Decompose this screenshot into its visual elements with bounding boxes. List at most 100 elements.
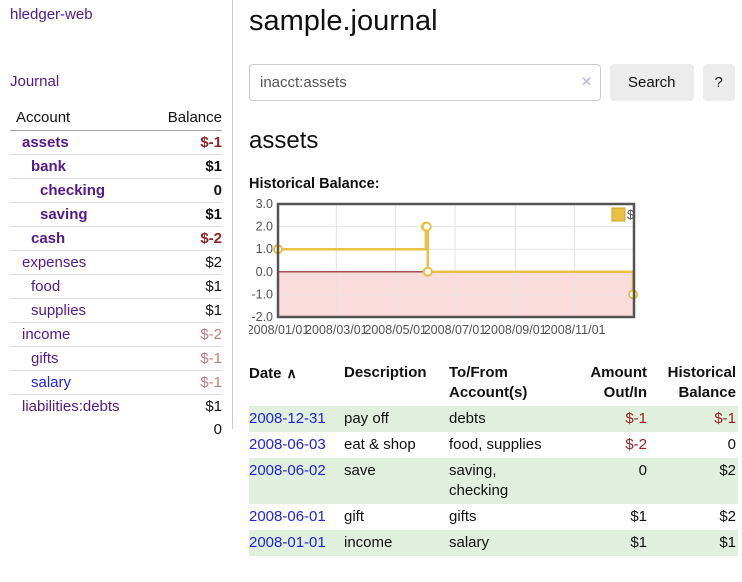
account-balance: $-2 [151,322,222,347]
transaction-date-link[interactable]: 2008-01-01 [249,534,326,551]
register-balance-cell: $2 [719,508,736,525]
legend-swatch [611,207,626,222]
account-name-cell: income [10,322,152,347]
register-accounts-cell: saving, checking [449,462,509,499]
account-balance: $-1 [151,370,222,395]
register-description-cell: pay off [344,410,389,427]
sidebar-account-link-bank[interactable]: bank [31,157,67,175]
y-axis-tick-label: 0.0 [256,265,273,279]
page: hledger-web Journal Account Balance asse… [0,0,742,556]
register-date-cell: 2008-06-02 [249,458,344,504]
clear-search-icon[interactable]: ✕ [581,74,592,89]
accounts-total-spacer [10,418,152,441]
y-axis-tick-label: -2.0 [251,310,273,324]
register-amount-cell: $1 [630,534,647,551]
sidebar-account-link-liabilities-debts[interactable]: liabilities:debts [22,397,120,415]
account-balance: $1 [151,298,222,323]
register-accounts-cell: food, supplies [449,436,542,453]
register-amount-cell: $1 [630,508,647,525]
historical-balance-chart: 3.0 2.0 1.0 0.0 -1.0 -2.02008/01/012008/03/01… [249,199,639,337]
account-balance: $1 [151,274,222,299]
account-row: bank $1 [10,154,222,179]
register-row: 2008-01-01 income salary $1 $1 [249,530,738,556]
y-axis-tick-label: -1.0 [251,287,273,301]
account-row: salary $-1 [10,370,222,395]
accounts-header-balance: Balance [151,106,222,131]
register-row: 2008-06-01 gift gifts $1 $2 [249,504,738,530]
register-header-amount: Amount Out/In [590,364,647,401]
transaction-date-link[interactable]: 2008-06-03 [249,436,326,453]
account-name-cell: salary [10,370,152,395]
accounts-header-account: Account [10,106,152,131]
accounts-total-row: 0 [10,418,222,441]
transaction-date-link[interactable]: 2008-06-01 [249,508,326,525]
sidebar-account-link-expenses[interactable]: expenses [22,253,87,271]
account-row: saving $1 [10,202,222,227]
account-balance: $-1 [151,346,222,371]
register-balance-cell: $-1 [714,410,736,427]
register-accounts-cell: gifts [449,508,477,525]
search-button[interactable]: Search [610,64,694,101]
register-description-cell: gift [344,508,365,525]
register-amount-cell: $-1 [625,410,647,427]
data-point-marker [422,266,433,277]
account-balance: $-1 [200,133,222,151]
x-axis-tick-label: 2008/03/01 [305,323,368,337]
search-input[interactable] [249,64,601,101]
sidebar-account-link-saving[interactable]: saving [40,205,88,223]
sidebar-account-link-food[interactable]: food [31,277,61,295]
register-amount-cell: 0 [638,462,647,479]
register-table: Date ∧ Description To/From Account(s) Amo… [249,360,738,556]
account-balance: $1 [151,394,222,418]
register-header-accounts: To/From Account(s) [449,364,528,401]
page-title: sample.journal [249,5,438,37]
app-title-link[interactable]: hledger-web [10,6,93,23]
account-row: expenses $2 [10,250,222,275]
x-axis-tick-label: 2008/01/01 [249,323,309,337]
account-row: liabilities:debts $1 [10,394,222,418]
sidebar-item-journal[interactable]: Journal [10,73,60,90]
account-balance: $1 [151,154,222,179]
account-balance: $-2 [151,226,222,251]
register-balance-cell: $1 [719,534,736,551]
main-content: sample.journal ✕ Search ? assets Histori… [233,0,742,556]
plot-border [276,202,636,319]
register-date-cell: 2008-12-31 [249,406,344,432]
transaction-date-link[interactable]: 2008-12-31 [249,410,326,427]
account-name-cell: assets [10,131,152,155]
y-axis-tick-label: 1.0 [256,242,273,256]
register-header-row: Date ∧ Description To/From Account(s) Amo… [249,360,738,406]
account-row: cash $-2 [10,226,222,251]
register-date-cell: 2008-01-01 [249,530,344,556]
account-name-cell: bank [10,154,152,179]
sidebar: hledger-web Journal Account Balance asse… [0,0,233,438]
sidebar-account-link-checking[interactable]: checking [40,181,106,199]
account-row: checking 0 [10,178,222,203]
sidebar-account-link-gifts[interactable]: gifts [31,349,59,367]
sidebar-account-link-supplies[interactable]: supplies [31,301,87,319]
account-row: food $1 [10,274,222,299]
account-balance: $2 [151,250,222,275]
accounts-total-value: 0 [213,420,222,438]
account-row: income $-2 [10,322,222,347]
transaction-date-link[interactable]: 2008-06-02 [249,462,326,479]
legend-label: $ [627,208,634,222]
account-name-cell: supplies [10,298,152,323]
accounts-balance-table: Account Balance assets $-1 bank $1 checking 0… [10,106,222,441]
account-name-cell: liabilities:debts [10,394,152,418]
sidebar-account-link-assets[interactable]: assets [22,133,69,151]
x-axis-tick-label: 2008/09/01 [484,323,547,337]
account-name-cell: gifts [10,346,152,371]
sort-ascending-icon: ∧ [286,365,297,381]
sidebar-account-link-cash[interactable]: cash [31,229,66,247]
account-name-cell: food [10,274,152,299]
account-name-cell: expenses [10,250,152,275]
register-header-date[interactable]: Date ∧ [249,360,344,406]
help-button[interactable]: ? [702,64,735,101]
register-row: 2008-06-03 eat & shop food, supplies $-2 0 [249,432,738,458]
sidebar-account-link-salary[interactable]: salary [31,373,72,391]
account-row: assets $-1 [10,131,222,155]
sidebar-account-link-income[interactable]: income [22,325,71,343]
account-row: supplies $1 [10,298,222,323]
register-row: 2008-12-31 pay off debts $-1 $-1 [249,406,738,432]
